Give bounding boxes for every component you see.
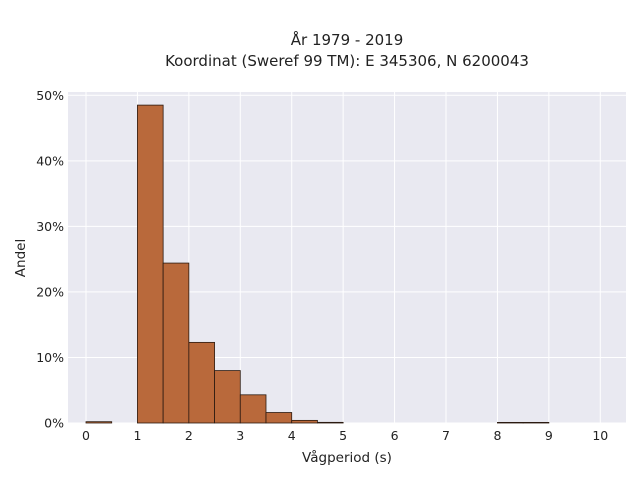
y-tick-label: 40% — [36, 153, 64, 168]
x-tick-labels: 0 1 2 3 4 5 6 7 8 9 10 — [82, 428, 608, 443]
y-tick-label: 10% — [36, 350, 64, 365]
x-tick-label: 9 — [545, 428, 553, 443]
histogram-bar — [265, 412, 293, 424]
histogram-bar — [522, 421, 550, 424]
histogram-bar — [214, 370, 241, 424]
y-tick-label: 50% — [36, 88, 64, 103]
chart-title-line2: Koordinat (Sweref 99 TM): E 345306, N 62… — [165, 52, 529, 70]
y-tick-labels: 0% 10% 20% 30% 40% 50% — [36, 88, 64, 431]
x-tick-label: 1 — [133, 428, 141, 443]
x-tick-label: 10 — [592, 428, 608, 443]
x-tick-label: 6 — [391, 428, 399, 443]
y-tick-label: 30% — [36, 219, 64, 234]
x-tick-label: 2 — [185, 428, 193, 443]
x-tick-label: 0 — [82, 428, 90, 443]
x-tick-label: 3 — [236, 428, 244, 443]
histogram-bar — [291, 419, 318, 424]
histogram-bar — [188, 341, 215, 424]
y-axis-label: Andel — [13, 239, 29, 277]
x-tick-label: 7 — [442, 428, 450, 443]
chart-title-line1: År 1979 - 2019 — [291, 30, 404, 49]
y-tick-label: 0% — [44, 416, 64, 431]
histogram-bar — [137, 104, 164, 424]
x-tick-label: 8 — [493, 428, 501, 443]
histogram-bar — [497, 421, 524, 424]
x-tick-label: 4 — [288, 428, 296, 443]
histogram-bar — [162, 262, 190, 424]
x-tick-label: 5 — [339, 428, 347, 443]
x-axis-label: Vågperiod (s) — [302, 449, 392, 466]
y-tick-label: 20% — [36, 284, 64, 299]
bars — [85, 104, 550, 424]
histogram-bar — [317, 421, 344, 424]
histogram-bar — [239, 394, 267, 424]
histogram-bar — [85, 421, 113, 424]
